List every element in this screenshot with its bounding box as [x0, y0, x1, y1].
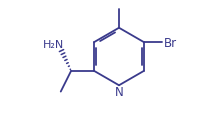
- Text: Br: Br: [164, 36, 177, 49]
- Text: N: N: [115, 85, 123, 98]
- Text: H₂N: H₂N: [43, 40, 64, 49]
